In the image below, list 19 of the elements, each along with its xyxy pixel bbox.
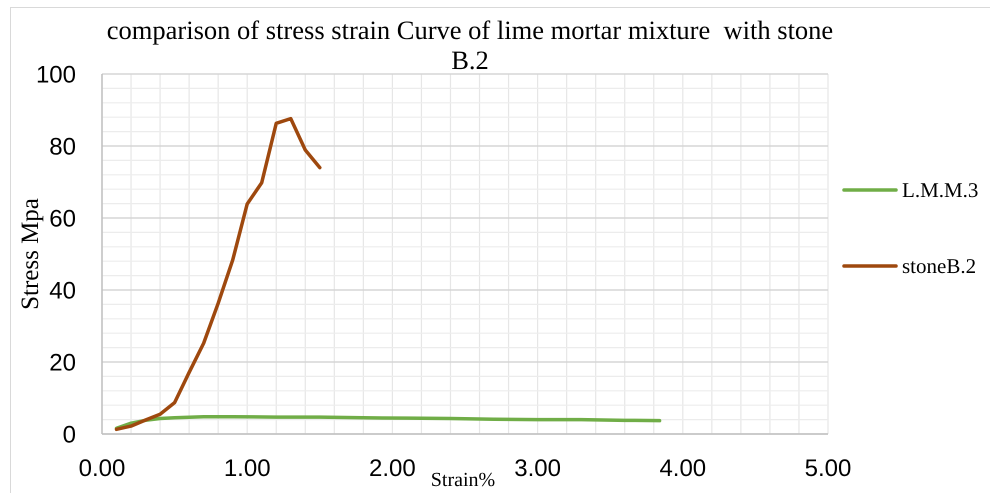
- y-tick-label: 0: [62, 422, 76, 449]
- x-tick-label: 4.00: [659, 455, 706, 482]
- y-axis-title: Stress Mpa: [17, 198, 45, 310]
- x-axis-title: Strain%: [430, 469, 496, 491]
- y-tick-label: 100: [36, 62, 76, 89]
- legend-label: L.M.M.3: [902, 178, 978, 203]
- y-tick-label: 40: [49, 278, 76, 305]
- x-tick-label: 0.00: [78, 455, 126, 482]
- y-tick-label: 60: [49, 206, 76, 233]
- x-tick-label: 5.00: [804, 455, 852, 482]
- y-tick-label: 80: [49, 134, 76, 161]
- line-series: [114, 116, 322, 432]
- x-tick-label: 3.00: [514, 455, 561, 482]
- line-series: [114, 414, 662, 430]
- x-tick-label: 2.00: [369, 455, 416, 482]
- legend-label: stoneB.2: [902, 254, 976, 279]
- x-tick-label: 1.00: [224, 455, 271, 482]
- y-tick-label: 20: [49, 350, 76, 377]
- chart-title: comparison of stress strain Curve of lime mortar mixture with stone B.2: [106, 15, 834, 75]
